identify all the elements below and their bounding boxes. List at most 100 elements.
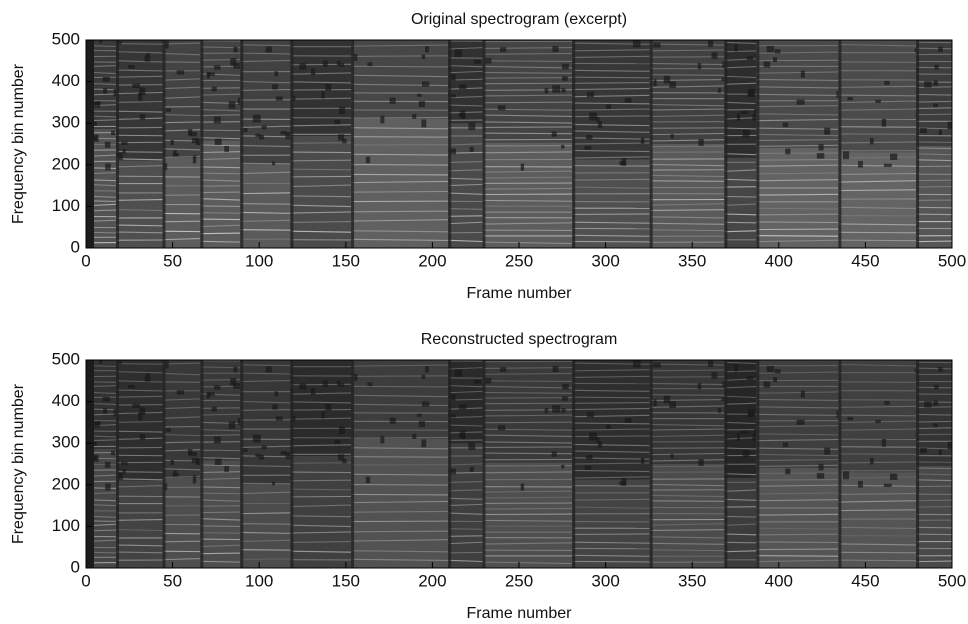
texture-line (200, 179, 241, 182)
texture-line (572, 498, 650, 501)
texture-line (351, 483, 449, 486)
texture-line (838, 500, 917, 503)
texture-line (572, 234, 650, 237)
texture-line (572, 115, 650, 118)
texture-line (916, 113, 952, 116)
x-tick-label: 50 (163, 251, 182, 270)
texture-spot (261, 445, 267, 450)
texture-line (448, 367, 483, 370)
texture-spot (881, 438, 887, 447)
texture-line (351, 173, 449, 176)
texture-line (240, 80, 291, 84)
texture-line (649, 163, 725, 167)
texture-line (572, 137, 650, 140)
texture-spot (192, 475, 197, 484)
texture-spot (389, 97, 396, 104)
texture-spot (669, 81, 677, 88)
texture-spot (857, 160, 863, 168)
texture-spot (421, 54, 426, 59)
texture-spot (520, 483, 525, 491)
texture-line (572, 108, 650, 111)
texture-line (290, 417, 352, 420)
texture-spot (752, 434, 757, 441)
texture-line (649, 103, 725, 107)
texture-spot (421, 81, 430, 87)
texture-spot (619, 481, 627, 486)
texture-spot (127, 65, 135, 69)
texture-line (351, 493, 449, 496)
texture-line (572, 435, 650, 438)
texture-line (115, 43, 163, 45)
texture-line (290, 159, 352, 162)
texture-line (200, 93, 241, 96)
texture-line (200, 224, 241, 228)
texture-line (351, 74, 449, 78)
texture-line (115, 363, 163, 365)
texture-spot (450, 394, 456, 401)
texture-spot (339, 106, 345, 114)
texture-line (649, 459, 725, 462)
texture-line (649, 428, 725, 431)
texture-line (448, 503, 483, 507)
texture-line (756, 453, 839, 457)
texture-line (240, 162, 291, 165)
x-tick-label: 300 (591, 251, 619, 270)
texture-segment-top (572, 40, 650, 160)
texture-line (572, 142, 650, 145)
texture-spot (721, 77, 727, 81)
texture-spot (265, 366, 272, 373)
texture-line (649, 423, 725, 427)
texture-spot (698, 138, 704, 146)
texture-spot (469, 466, 474, 472)
texture-spot (353, 373, 358, 381)
texture-spot (211, 406, 217, 412)
texture-line (572, 69, 650, 72)
texture-line (482, 385, 573, 389)
texture-line (838, 43, 917, 47)
texture-line (916, 53, 952, 56)
spectrogram-image (86, 40, 952, 248)
texture-edge (162, 40, 166, 248)
texture-spot (334, 119, 341, 125)
texture-line (115, 224, 163, 227)
texture-spot (230, 58, 237, 66)
texture-line (572, 102, 650, 105)
texture-line (916, 560, 952, 563)
texture-line (200, 413, 241, 416)
texture-line (290, 515, 352, 518)
texture-spot (772, 57, 778, 62)
texture-line (351, 83, 449, 87)
texture-spot (102, 76, 110, 82)
texture-spot (389, 417, 396, 424)
texture-spot (299, 383, 307, 390)
texture-spot (418, 101, 425, 108)
texture-line (290, 195, 352, 198)
texture-line (162, 121, 201, 124)
texture-line (724, 523, 757, 526)
texture-line (916, 473, 952, 476)
texture-line (200, 518, 241, 521)
texture-edge (290, 360, 294, 568)
texture-left-edge (86, 40, 94, 248)
texture-line (482, 94, 573, 97)
texture-line (838, 173, 917, 175)
texture-line (838, 108, 917, 111)
texture-line (482, 396, 573, 399)
texture-spot (619, 161, 627, 166)
texture-edge (240, 40, 244, 248)
texture-spot (233, 383, 241, 389)
texture-line (649, 139, 725, 142)
texture-line (240, 192, 291, 195)
texture-line (482, 65, 573, 69)
texture-line (572, 49, 650, 52)
x-tick-label: 500 (938, 251, 966, 270)
texture-line (448, 221, 483, 225)
texture-edge (200, 360, 204, 568)
texture-line (916, 420, 952, 423)
texture-spot (663, 75, 671, 84)
texture-line (482, 391, 573, 394)
texture-segment-top (351, 360, 449, 439)
texture-line (351, 364, 449, 367)
texture-line (200, 198, 241, 201)
